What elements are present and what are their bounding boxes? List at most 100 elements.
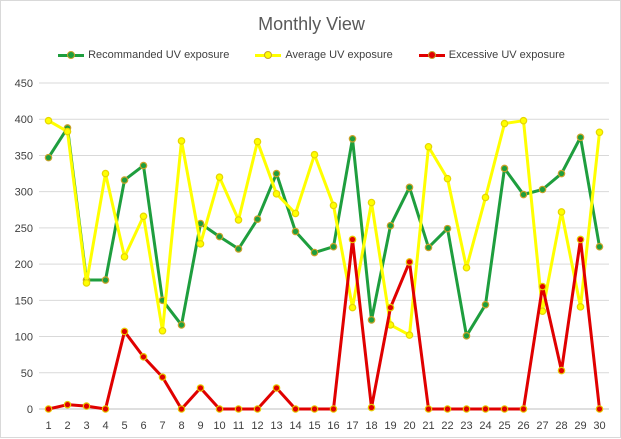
- data-point-average: [139, 212, 148, 221]
- data-point-excessive: [310, 405, 319, 413]
- data-point-excessive: [215, 405, 224, 413]
- x-tick-label: 12: [251, 420, 263, 432]
- data-point-excessive: [63, 400, 72, 409]
- legend-item-excessive: Excessive UV exposure: [418, 49, 565, 61]
- data-point-excessive: [443, 405, 452, 413]
- legend-label-average: Average UV exposure: [285, 49, 393, 61]
- data-point-average: [576, 303, 585, 311]
- data-point-average: [595, 128, 604, 137]
- data-point-average: [196, 240, 205, 248]
- data-point-recommended: [215, 232, 224, 241]
- data-point-recommended: [386, 221, 395, 230]
- data-point-excessive: [424, 405, 433, 413]
- legend-swatch-recommended: [58, 50, 85, 60]
- data-point-average: [63, 127, 72, 136]
- data-point-average: [215, 173, 224, 181]
- data-point-excessive: [44, 405, 53, 413]
- data-point-recommended: [329, 242, 338, 251]
- data-point-excessive: [500, 405, 509, 413]
- legend-label-recommended: Recommanded UV exposure: [88, 49, 230, 61]
- data-point-recommended: [443, 224, 452, 233]
- data-point-recommended: [424, 243, 433, 252]
- data-point-recommended: [538, 185, 547, 194]
- data-point-excessive: [139, 353, 148, 361]
- data-point-excessive: [595, 405, 604, 413]
- x-tick-label: 23: [460, 420, 472, 432]
- x-tick-label: 25: [498, 420, 510, 432]
- data-point-average: [291, 209, 300, 218]
- y-tick-label: 400: [15, 114, 33, 126]
- series-line-recommended: [47, 126, 601, 338]
- data-point-recommended: [177, 321, 186, 329]
- data-point-recommended: [291, 227, 300, 236]
- data-point-recommended: [519, 190, 528, 199]
- data-point-average: [405, 331, 414, 339]
- data-point-excessive: [82, 402, 91, 410]
- data-point-recommended: [139, 161, 148, 170]
- x-tick-label: 27: [536, 420, 548, 432]
- x-tick-label: 29: [574, 420, 586, 432]
- data-point-average: [272, 190, 281, 198]
- x-tick-label: 18: [365, 420, 377, 432]
- x-tick-label: 10: [213, 420, 225, 432]
- y-tick-label: 0: [27, 404, 33, 416]
- data-point-recommended: [253, 215, 262, 223]
- data-point-recommended: [481, 300, 490, 309]
- data-point-recommended: [348, 134, 357, 143]
- x-tick-label: 28: [555, 420, 567, 432]
- x-tick-label: 16: [327, 420, 339, 432]
- x-tick-label: 9: [197, 420, 203, 432]
- data-point-average: [424, 142, 433, 151]
- x-tick-label: 5: [121, 420, 127, 432]
- data-point-recommended: [272, 169, 281, 178]
- y-tick-label: 150: [15, 295, 33, 307]
- data-point-excessive: [196, 384, 205, 392]
- x-tick-label: 15: [308, 420, 320, 432]
- data-point-average: [557, 208, 566, 216]
- data-point-excessive: [348, 235, 357, 244]
- data-point-recommended: [557, 169, 566, 178]
- data-point-average: [462, 263, 471, 272]
- x-tick-label: 19: [384, 420, 396, 432]
- series-line-excessive: [48, 237, 601, 411]
- x-tick-label: 8: [178, 420, 184, 432]
- x-tick-label: 26: [517, 420, 529, 432]
- data-point-recommended: [576, 133, 585, 142]
- data-point-average: [310, 150, 319, 159]
- x-tick-label: 13: [270, 420, 282, 432]
- data-point-average: [101, 169, 110, 178]
- y-tick-label: 350: [15, 150, 33, 162]
- x-tick-label: 17: [346, 420, 358, 432]
- data-point-average: [348, 303, 357, 312]
- data-point-recommended: [101, 276, 110, 284]
- x-tick-label: 3: [83, 420, 89, 432]
- data-point-average: [234, 216, 243, 224]
- data-point-excessive: [253, 405, 262, 413]
- data-point-recommended: [234, 245, 243, 253]
- x-tick-label: 14: [289, 420, 301, 432]
- x-tick-label: 22: [441, 420, 453, 432]
- x-tick-label: 20: [403, 420, 415, 432]
- data-point-excessive: [519, 405, 528, 413]
- x-tick-label: 7: [159, 420, 165, 432]
- data-point-excessive: [329, 405, 338, 413]
- data-point-average: [329, 201, 338, 210]
- data-point-average: [481, 193, 490, 202]
- data-point-average: [253, 137, 262, 146]
- x-tick-label: 2: [64, 420, 70, 432]
- data-point-excessive: [481, 405, 490, 413]
- data-point-average: [44, 116, 53, 125]
- data-point-recommended: [367, 316, 376, 324]
- data-point-average: [500, 119, 509, 128]
- data-point-recommended: [310, 248, 319, 257]
- data-point-excessive: [158, 373, 167, 381]
- x-tick-label: 1: [45, 420, 51, 432]
- data-point-excessive: [120, 327, 129, 336]
- y-tick-label: 450: [15, 78, 33, 90]
- legend: Recommanded UV exposure Average UV expos…: [1, 49, 621, 61]
- x-tick-label: 11: [233, 420, 244, 432]
- data-point-recommended: [500, 164, 509, 173]
- data-point-average: [177, 137, 186, 145]
